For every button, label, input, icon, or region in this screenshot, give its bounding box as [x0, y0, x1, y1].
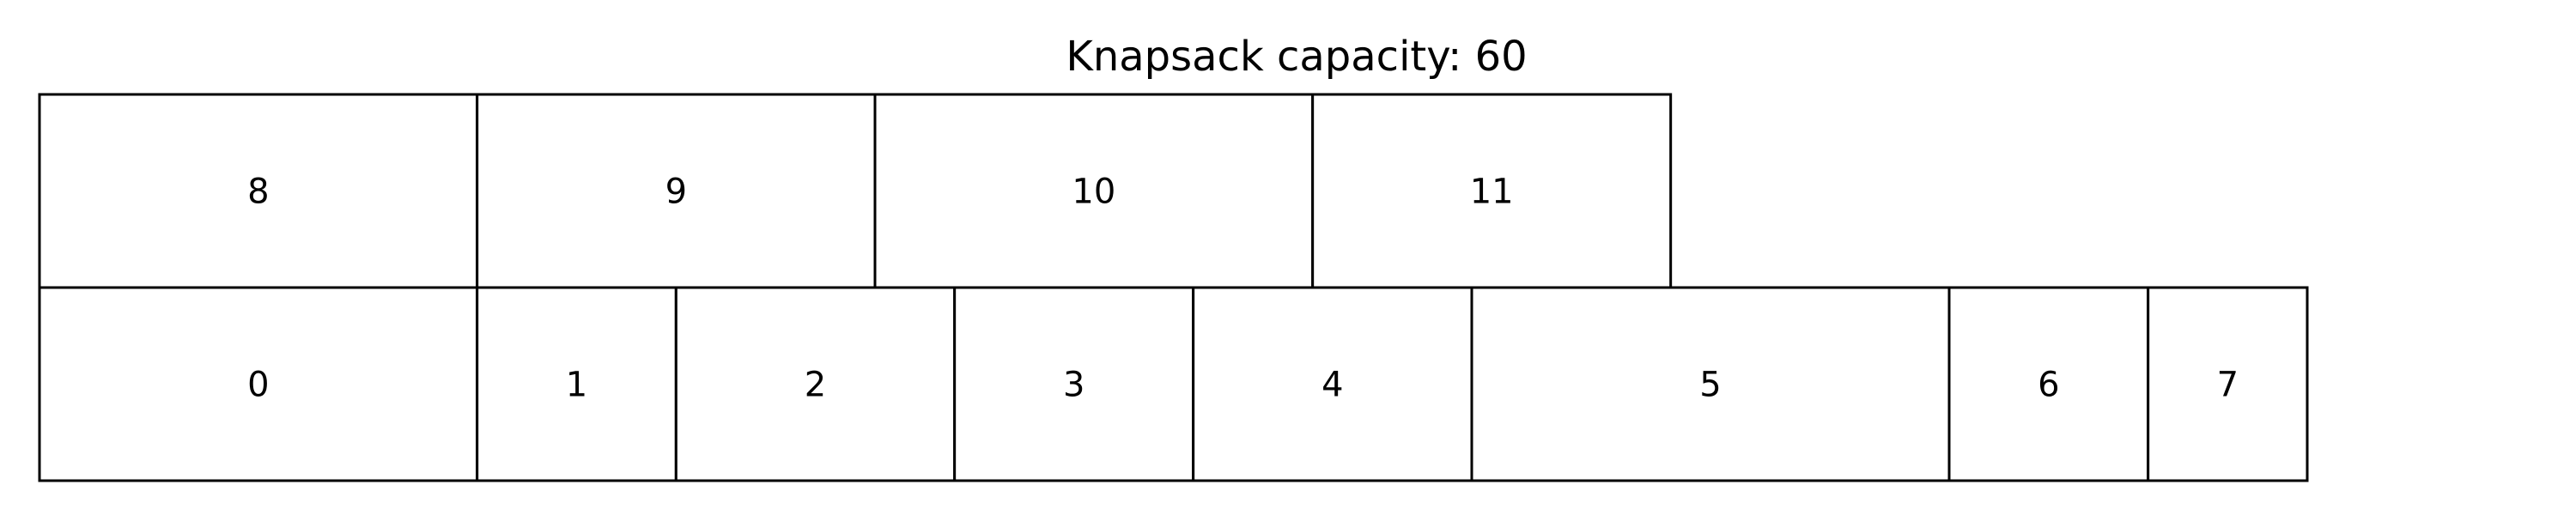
item-label: 9 [665, 173, 687, 212]
diagram-title: Knapsack capacity: 60 [1066, 33, 1527, 81]
item-box: 8 [38, 93, 479, 289]
item-label: 10 [1072, 173, 1115, 212]
item-box: 4 [1192, 286, 1473, 482]
item-box: 10 [873, 93, 1315, 289]
item-box: 1 [476, 286, 677, 482]
item-label: 3 [1063, 366, 1084, 405]
item-label: 6 [2038, 366, 2059, 405]
item-label: 8 [247, 173, 269, 212]
item-rect [476, 93, 877, 289]
item-box: 6 [1947, 286, 2150, 482]
item-label: 4 [1321, 366, 1343, 405]
item-box: 11 [1311, 93, 1673, 289]
item-box: 7 [2147, 286, 2309, 482]
item-box: 2 [674, 286, 957, 482]
item-rect [1470, 286, 1951, 482]
item-box: 3 [953, 286, 1195, 482]
item-box: 0 [38, 286, 479, 482]
item-box: 9 [476, 93, 877, 289]
item-label: 7 [2217, 366, 2239, 405]
item-label: 1 [566, 366, 587, 405]
top-row: 8 9 10 11 [38, 93, 1673, 289]
item-rect [2147, 286, 2309, 482]
item-rect [476, 286, 677, 482]
item-rect [38, 286, 479, 482]
bottom-row: 0 1 2 3 4 5 6 7 [38, 286, 2309, 482]
item-label: 0 [247, 366, 269, 405]
item-rect [38, 93, 479, 289]
item-rect [953, 286, 1195, 482]
knapsack-rows: 0 1 2 3 4 5 6 7 8 9 10 11 [38, 93, 2309, 482]
item-rect [1192, 286, 1473, 482]
item-box: 5 [1470, 286, 1951, 482]
item-label: 11 [1470, 173, 1514, 212]
item-rect [1947, 286, 2150, 482]
item-label: 5 [1699, 366, 1721, 405]
item-label: 2 [805, 366, 826, 405]
item-rect [1311, 93, 1673, 289]
